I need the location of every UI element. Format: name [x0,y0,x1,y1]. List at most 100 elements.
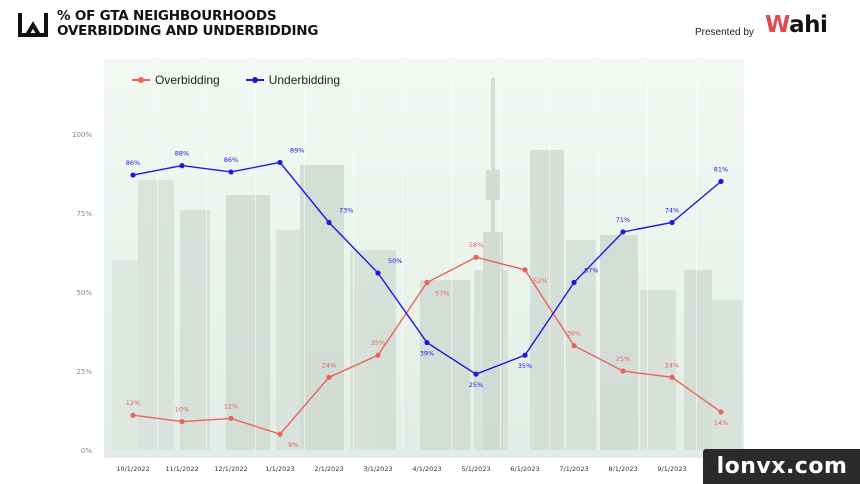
building [138,180,174,450]
building [600,235,638,450]
data-label-overbidding: 24% [665,361,679,369]
grid [157,60,746,450]
data-label-overbidding: 58% [469,241,483,249]
data-point-overbidding [130,412,136,418]
y-tick-label: 0% [81,447,92,455]
data-point-underbidding [424,339,430,346]
data-point-underbidding [326,219,332,226]
data-point-underbidding [669,219,675,226]
data-label-overbidding: 25% [616,355,630,363]
data-label-overbidding: 9% [288,441,298,449]
data-label-underbidding: 71% [616,216,630,224]
x-tick-label: 1/1/2023 [265,465,294,473]
cn-tower [491,78,495,238]
legend: Overbidding Underbidding [132,73,340,87]
data-label-underbidding: 57% [584,267,598,275]
data-label-overbidding: 24% [322,361,336,369]
building [640,290,676,450]
x-tick-label: 12/1/2022 [214,465,247,473]
data-point-overbidding [473,254,479,260]
x-tick-label: 9/1/2023 [657,465,686,473]
data-label-overbidding: 12% [224,402,238,410]
x-tick-label: 2/1/2023 [314,465,343,473]
data-point-underbidding [179,163,185,169]
title-line-2: OVERBIDDING AND UNDERBIDDING [57,23,319,39]
data-label-overbidding: 14% [714,419,728,427]
building [180,210,210,450]
y-axis: 0% 25% 50% 75% 100% [72,131,92,455]
x-tick-label: 3/1/2023 [363,465,392,473]
data-point-overbidding [571,343,577,349]
title-line-1: % OF GTA NEIGHBOURHOODS [57,8,277,24]
x-tick-label: 8/1/2023 [608,465,637,473]
building [684,270,712,450]
data-label-underbidding: 50% [388,257,402,265]
x-axis: 10/1/2022 11/1/2022 12/1/2022 1/1/2023 2/1/2… [116,465,733,473]
data-point-underbidding [620,229,626,235]
x-tick-label: 11/1/2022 [165,465,198,473]
data-label-overbidding: 57% [435,290,449,298]
x-tick-label: 4/1/2023 [412,465,441,473]
data-label-overbidding: 36% [567,330,581,338]
brand-rest: ahi [789,12,828,38]
building [276,230,300,450]
y-tick-label: 25% [76,368,92,376]
data-label-overbidding: 52% [533,277,547,285]
y-tick-label: 50% [76,289,92,297]
presented-by-label: Presented by [695,27,754,38]
x-tick-label: 10/1/2022 [116,465,149,473]
building [712,300,742,450]
data-label-underbidding: 35% [518,362,532,370]
data-point-overbidding [326,374,332,380]
data-point-underbidding [718,178,724,184]
legend-label-overbidding: Overbidding [155,73,220,87]
brand-w: W [765,12,790,38]
data-label-underbidding: 88% [175,150,189,158]
data-point-overbidding [424,279,430,286]
data-label-underbidding: 86% [126,159,140,167]
data-label-overbidding: 10% [175,406,189,414]
data-point-underbidding [228,169,234,175]
watermark: lonvx.com [703,449,860,484]
legend-item-overbidding: Overbidding [132,73,220,87]
data-labels: 12% 10% 12% 9% 24% 35% 57% 58% 52% 36% 25% 24% 14% 86… [126,146,728,449]
data-label-underbidding: 89% [290,146,304,154]
data-point-underbidding [571,279,577,286]
data-point-underbidding [375,270,381,276]
building [112,260,140,450]
data-point-overbidding [228,415,234,421]
cn-tower [486,170,500,200]
x-tick-label: 5/1/2023 [461,465,490,473]
page-title: % OF GTA NEIGHBOURHOODS OVERBIDDING AND … [57,9,318,39]
legend-swatch-underbidding [245,75,264,85]
data-point-overbidding [375,352,381,358]
legend-item-underbidding: Underbidding [245,73,340,87]
legend-swatch-overbidding [132,75,150,85]
data-label-underbidding: 39% [420,350,434,358]
building [370,250,396,450]
data-point-overbidding [620,368,626,374]
data-point-overbidding [179,418,185,425]
building [530,150,564,450]
data-label-underbidding: 73% [339,206,353,214]
data-point-underbidding [522,352,528,358]
series-points [130,159,724,437]
data-label-overbidding: 35% [371,339,385,347]
data-point-overbidding [669,374,675,380]
y-tick-label: 100% [72,131,92,139]
building [300,165,344,450]
wahi-brand-logo: Wahi [765,12,828,38]
cn-tower [483,232,503,450]
data-label-underbidding: 74% [665,206,679,214]
data-point-overbidding [277,431,283,437]
data-label-overbidding: 12% [126,399,140,407]
data-point-underbidding [130,172,136,178]
data-label-underbidding: 81% [714,165,728,173]
wahi-logo-icon [18,11,48,37]
data-label-underbidding: 86% [224,156,238,164]
data-point-underbidding [473,371,479,377]
data-label-underbidding: 25% [469,381,483,389]
x-tick-label: 6/1/2023 [510,465,539,473]
y-tick-label: 75% [76,210,92,218]
